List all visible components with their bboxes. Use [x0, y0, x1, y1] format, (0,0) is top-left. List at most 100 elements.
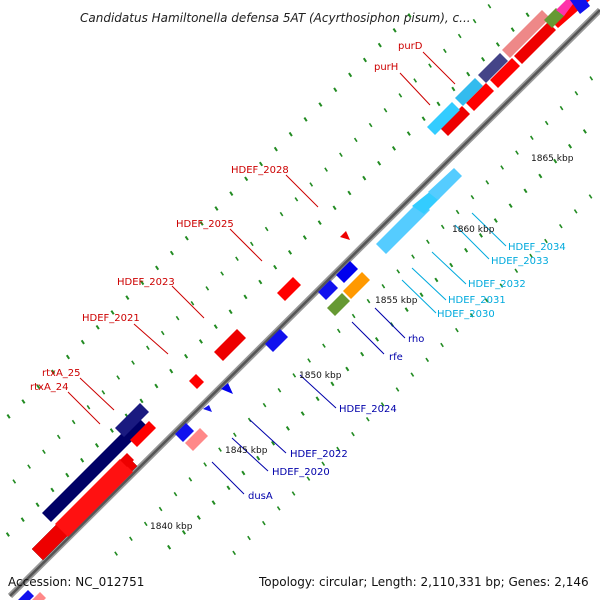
label-HDEF-2025[interactable]: HDEF_2025 — [176, 219, 234, 230]
track-tick — [292, 373, 297, 378]
track-tick — [220, 271, 224, 276]
label-HDEF-2030[interactable]: HDEF_2030 — [437, 309, 495, 320]
label-HDEF-2032[interactable]: HDEF_2032 — [468, 279, 526, 290]
label-HDEF-2033[interactable]: HDEF_2033 — [491, 256, 549, 267]
label-dusA[interactable]: dusA — [248, 491, 273, 502]
track-tick — [365, 416, 370, 422]
gene-red-arrow-1[interactable] — [130, 421, 156, 447]
corner-fragments — [18, 590, 46, 600]
track-tick — [573, 209, 578, 214]
track-tick — [155, 265, 160, 271]
track-tick — [273, 146, 278, 152]
gene-pink-block[interactable] — [502, 10, 550, 58]
gene-HDEF-2028-shape[interactable] — [340, 231, 350, 240]
gene-navy-block-2[interactable] — [115, 403, 149, 437]
gene-purD-shape[interactable] — [466, 83, 494, 111]
track-tick — [36, 384, 41, 390]
gene-red-arrow-4[interactable] — [514, 22, 556, 64]
track-tick — [348, 72, 353, 78]
track-tick — [203, 462, 208, 467]
track-tick — [368, 122, 373, 128]
gene-HDEF-2024-shape[interactable] — [221, 383, 233, 394]
gene-HDEF-2022-shape[interactable] — [203, 405, 212, 412]
track-tick — [360, 351, 365, 357]
track-tick — [273, 264, 278, 270]
track-tick — [258, 161, 264, 167]
label-purH[interactable]: purH — [374, 62, 398, 73]
track-tick — [464, 247, 469, 253]
track-tick — [332, 205, 337, 211]
track-tick — [413, 78, 418, 83]
label-HDEF-2022[interactable]: HDEF_2022 — [290, 449, 348, 460]
track-tick — [169, 368, 174, 374]
gene-blue-arrow-2[interactable] — [318, 280, 338, 300]
track-tick — [95, 324, 100, 330]
gene-magenta-block[interactable] — [556, 0, 576, 16]
gene-purple-block[interactable] — [478, 53, 508, 83]
label-rtxA-24[interactable]: rtxA_24 — [30, 382, 69, 393]
gene-rfe-shape[interactable] — [327, 293, 350, 316]
track-tick — [258, 279, 263, 285]
label-HDEF-2023[interactable]: HDEF_2023 — [117, 277, 175, 288]
track-tick — [12, 479, 17, 484]
label-purD[interactable]: purD — [398, 41, 423, 52]
gene-HDEF-2034-shape[interactable] — [428, 168, 462, 200]
gene-HDEF-2021-shape[interactable] — [189, 374, 204, 389]
track-tick — [232, 432, 237, 438]
gene-purH-shape[interactable] — [440, 106, 470, 136]
gene-cyan-upper-1[interactable] — [427, 102, 460, 135]
gene-rtxA-25-shape[interactable] — [55, 459, 133, 537]
track-tick — [457, 33, 462, 39]
gene-red-arrow-3[interactable] — [490, 58, 520, 88]
gene-blue-arrow-1[interactable] — [265, 329, 288, 352]
track-tick — [306, 476, 311, 481]
label-HDEF-2034[interactable]: HDEF_2034 — [508, 242, 566, 253]
track-tick — [218, 447, 222, 452]
label-HDEF-2020[interactable]: HDEF_2020 — [272, 467, 330, 478]
label-HDEF-2031[interactable]: HDEF_2031 — [448, 295, 506, 306]
track-tick — [20, 517, 25, 522]
gene-blue-top-block[interactable] — [570, 0, 590, 14]
label-rho[interactable]: rho — [408, 334, 424, 345]
track-tick — [404, 307, 409, 312]
track-tick — [529, 253, 534, 259]
scale-label-1840: 1840 kbp — [150, 522, 193, 532]
gene-navy-block[interactable] — [42, 417, 147, 522]
label-HDEF-2024[interactable]: HDEF_2024 — [339, 404, 397, 415]
track-tick — [175, 315, 180, 321]
gene-HDEF-2020-shape[interactable] — [175, 423, 194, 442]
track-tick — [235, 256, 239, 261]
gene-HDEF-2023-shape[interactable] — [214, 329, 246, 361]
gene-red-arrow-2[interactable] — [120, 453, 134, 467]
track-tick — [6, 414, 11, 419]
gene-HDEF-2030-shape[interactable] — [376, 200, 430, 254]
gene-dusA-shape[interactable] — [185, 428, 208, 451]
track-tick — [383, 107, 388, 113]
track-tick — [582, 129, 587, 134]
label-HDEF-2028[interactable]: HDEF_2028 — [231, 165, 289, 176]
track-tick — [493, 218, 498, 223]
gene-rho-shape[interactable] — [343, 272, 370, 299]
track-tick — [140, 280, 145, 286]
gene-olive-block[interactable] — [544, 8, 564, 28]
genome-summary-text: Topology: circular; Length: 2,110,331 bp… — [258, 575, 589, 589]
track-tick — [500, 165, 505, 170]
track-tick — [345, 366, 350, 372]
label-rfe[interactable]: rfe — [389, 352, 403, 363]
track-tick — [291, 491, 296, 496]
label-HDEF-2021[interactable]: HDEF_2021 — [82, 313, 140, 324]
track-tick — [129, 536, 133, 541]
label-rtxA-25[interactable]: rtxA_25 — [42, 368, 81, 379]
track-tick — [377, 160, 382, 166]
gene-HDEF-2025-shape[interactable] — [277, 277, 301, 301]
track-tick — [553, 158, 558, 164]
scale-labels: 1840 kbp 1845 kbp 1850 kbp 1855 kbp 1860… — [150, 154, 574, 532]
track-tick — [80, 457, 85, 463]
track-tick — [567, 143, 573, 149]
gene-blue-arrow-3[interactable] — [336, 261, 358, 283]
gene-cyan-upper-2[interactable] — [455, 78, 483, 106]
track-tick — [395, 387, 400, 392]
track-tick — [333, 87, 338, 93]
track-tick — [302, 235, 307, 240]
track-tick — [139, 398, 144, 404]
